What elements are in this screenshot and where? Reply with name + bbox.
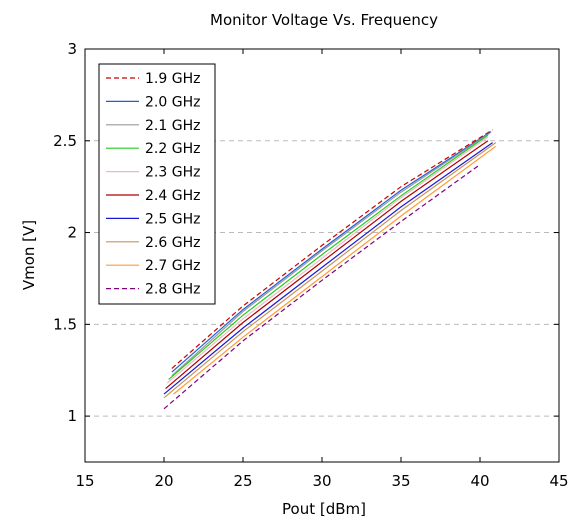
series-line-2-7-ghz [173,145,497,395]
legend-label: 2.4 GHz [145,188,200,204]
legend: 1.9 GHz 2.0 GHz 2.1 GHz 2.2 GHz 2.3 GHz 2.4 G… [98,63,216,305]
series-line-2-4-ghz [165,140,489,390]
x-tick-label: 15 [75,472,94,490]
x-tick-label: 40 [470,472,489,490]
series-line-2-1-ghz [171,132,490,377]
legend-label: 2.5 GHz [145,211,200,227]
series-line-2-6-ghz [163,142,497,399]
x-tick-label: 35 [391,472,410,490]
chart-title: Monitor Voltage Vs. Frequency [210,11,438,29]
x-tick-label: 25 [233,472,252,490]
y-tick-label: 2.5 [53,132,77,150]
legend-label: 2.7 GHz [145,258,200,274]
legend-label: 2.8 GHz [145,282,200,298]
x-tick-label: 20 [154,472,173,490]
series-line-1-9-ghz [171,129,493,369]
y-tick-label: 3 [67,40,77,58]
y-axis-ticks: 1 1.5 2 2.5 3 [53,40,559,425]
series-line-2-8-ghz [163,164,481,410]
legend-label: 2.1 GHz [145,118,200,134]
x-axis-label: Pout [dBm] [282,500,366,518]
x-tick-label: 30 [312,472,331,490]
legend-label: 2.0 GHz [145,94,200,110]
series-line-2-2-ghz [168,134,489,380]
series-line-2-5-ghz [163,142,493,395]
y-tick-label: 2 [67,224,77,242]
legend-label: 2.6 GHz [145,235,200,251]
legend-label: 2.2 GHz [145,141,200,157]
legend-box [98,63,216,305]
legend-label: 1.9 GHz [145,71,200,87]
y-tick-label: 1.5 [53,315,77,333]
y-tick-label: 1 [67,407,77,425]
x-tick-label: 45 [549,472,568,490]
series-layer [163,129,497,410]
series-line-2-0-ghz [171,131,492,373]
y-axis-label: Vmon [V] [20,220,38,290]
legend-label: 2.3 GHz [145,165,200,181]
series-line-2-3-ghz [166,136,489,384]
x-axis-ticks: 15 20 25 30 35 40 45 [75,49,569,490]
